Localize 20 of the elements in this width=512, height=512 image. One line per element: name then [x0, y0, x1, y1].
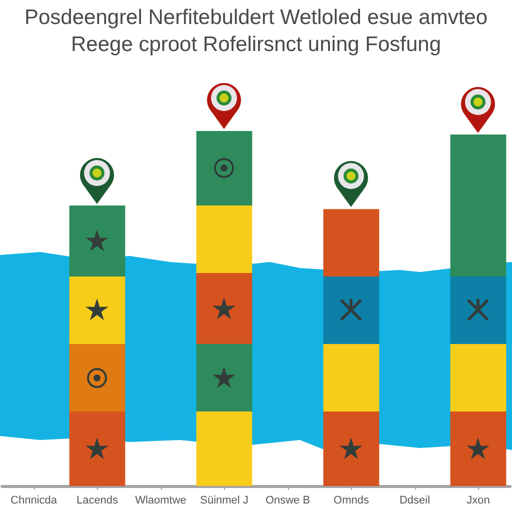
- x-tick-label: Onswe B: [265, 494, 310, 506]
- x-tick-label: Ddseil: [399, 494, 430, 506]
- x-tick-label: Omnds: [334, 494, 370, 506]
- bar: [323, 344, 380, 412]
- bar: [323, 411, 380, 486]
- x-tick-label: Chnnicda: [10, 494, 58, 506]
- chart-title: Posdeengrel Nerfitebuldert Wetloled esue amvteo: [24, 6, 488, 29]
- bar: [450, 411, 506, 486]
- x-tick-label: Lacends: [76, 494, 119, 506]
- bar: [69, 206, 126, 277]
- chart-subtitle: Reege cproot Rofelirsnct uning Fosfung: [70, 33, 442, 56]
- bar: [69, 411, 126, 486]
- x-tick-label: Jxon: [466, 494, 490, 506]
- bar: [196, 131, 252, 206]
- x-tick-label: Süinmel J: [200, 494, 248, 506]
- bar: [450, 276, 506, 344]
- bar: [69, 344, 126, 412]
- x-tick-label: Wlaomtwe: [135, 494, 186, 506]
- bar: [323, 276, 380, 344]
- bar: [450, 344, 506, 412]
